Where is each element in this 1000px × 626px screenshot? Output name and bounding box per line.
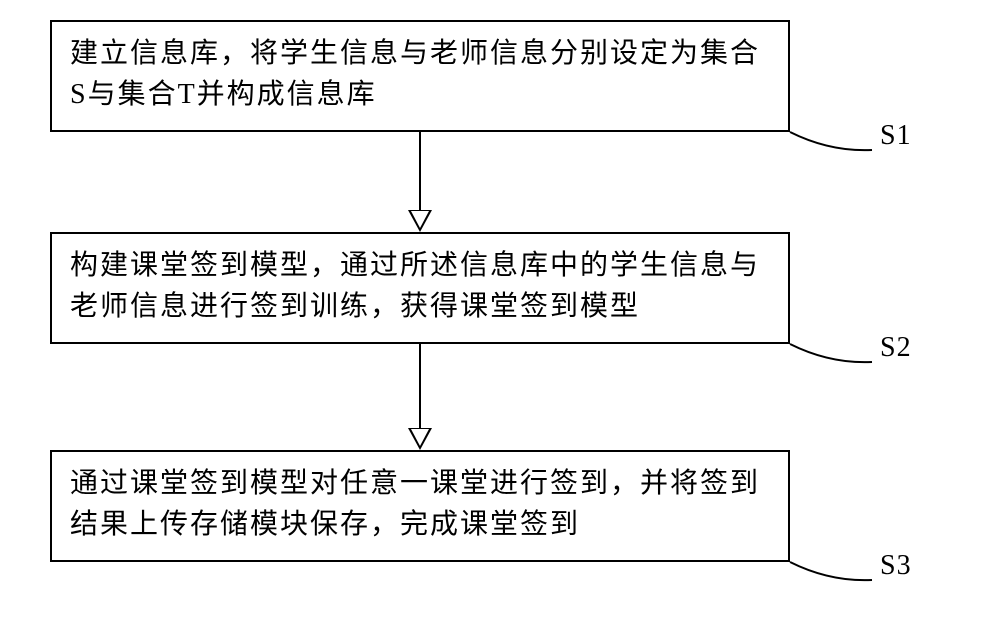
- step-text-s1: 建立信息库，将学生信息与老师信息分别设定为集合S与集合T并构成信息库: [70, 38, 760, 110]
- step-box-s1: 建立信息库，将学生信息与老师信息分别设定为集合S与集合T并构成信息库: [50, 20, 790, 132]
- step-box-s3: 通过课堂签到模型对任意一课堂进行签到，并将签到结果上传存储模块保存，完成课堂签到: [50, 450, 790, 562]
- step-label-s2: S2: [880, 332, 912, 364]
- callout-curve-s1: [788, 128, 878, 158]
- step-label-s1: S1: [880, 120, 912, 152]
- callout-curve-s2: [788, 340, 878, 370]
- step-label-s3: S3: [880, 550, 912, 582]
- step-box-s2: 构建课堂签到模型，通过所述信息库中的学生信息与老师信息进行签到训练，获得课堂签到…: [50, 232, 790, 344]
- step-text-s2: 构建课堂签到模型，通过所述信息库中的学生信息与老师信息进行签到训练，获得课堂签到…: [70, 250, 760, 322]
- flowchart-canvas: 建立信息库，将学生信息与老师信息分别设定为集合S与集合T并构成信息库 S1 构建…: [0, 0, 1000, 626]
- step-text-s3: 通过课堂签到模型对任意一课堂进行签到，并将签到结果上传存储模块保存，完成课堂签到: [70, 468, 760, 540]
- arrow-s1-s2: [419, 132, 421, 232]
- arrow-s2-s3: [419, 344, 421, 450]
- callout-curve-s3: [788, 558, 878, 588]
